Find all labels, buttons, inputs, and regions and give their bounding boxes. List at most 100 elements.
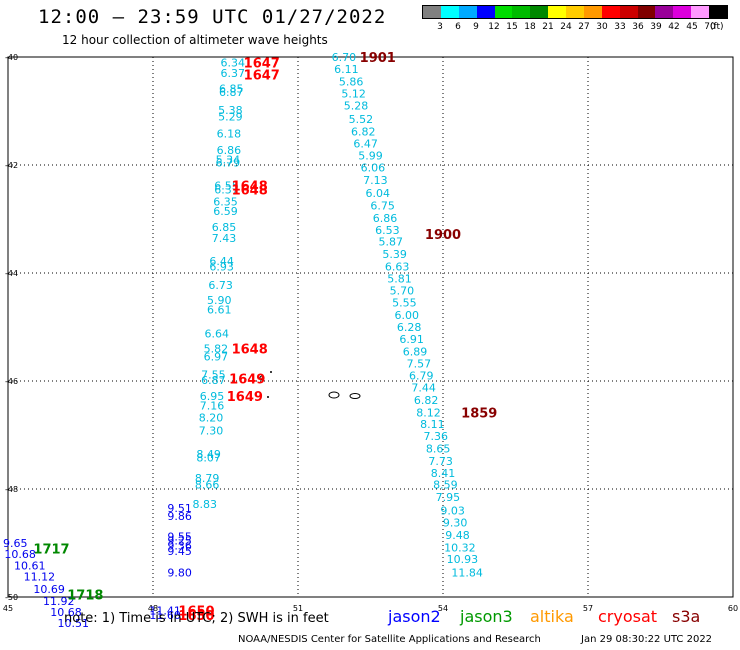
map-frame xyxy=(7,56,734,598)
swh-value-label: 7.57 xyxy=(407,358,432,371)
lat-tick-label: -44 xyxy=(5,269,18,278)
swh-value-label: 8.07 xyxy=(196,452,221,465)
swh-value-label: 6.85 xyxy=(219,82,244,95)
swh-value-label: 6.00 xyxy=(395,309,420,322)
time-label: 1648 xyxy=(232,180,268,195)
swh-value-label: 6.55 xyxy=(214,180,239,193)
swh-value-label: 8.41 xyxy=(431,467,456,480)
lat-tick-label: -46 xyxy=(5,377,18,386)
swh-value-label: 7.30 xyxy=(199,425,224,438)
legend-swatch xyxy=(512,6,531,18)
time-label: 1648 xyxy=(232,343,268,358)
swh-value-label: 6.04 xyxy=(366,187,391,200)
legend-swatch xyxy=(637,6,656,18)
swh-value-label: 10.32 xyxy=(444,541,476,554)
swh-value-label: 5.39 xyxy=(382,248,407,261)
page-title: 12:00 – 23:59 UTC 01/27/2022 xyxy=(38,6,387,28)
swh-value-label: 9.51 xyxy=(167,502,192,515)
legend-swatch xyxy=(673,6,692,18)
time-label: 1900 xyxy=(425,228,461,243)
swh-value-label: 7.43 xyxy=(212,232,237,245)
swh-value-label: 5.90 xyxy=(207,294,232,307)
swh-value-label: 6.63 xyxy=(385,261,410,274)
swh-value-label: 8.59 xyxy=(433,479,458,492)
swh-value-label: 6.70 xyxy=(332,51,357,64)
satellite-altika: altika xyxy=(530,607,574,626)
time-label: 1717 xyxy=(33,542,69,557)
generated-timestamp: Jan 29 08:30:22 UTC 2022 xyxy=(581,634,713,645)
swh-value-label: 9.03 xyxy=(440,505,465,518)
swh-value-label: 7.13 xyxy=(363,174,388,187)
swh-value-label: 11.41 xyxy=(149,605,181,618)
page-subtitle: 12 hour collection of altimeter wave hei… xyxy=(62,33,328,47)
time-label: 1859 xyxy=(461,406,497,421)
time-label: 1650 xyxy=(178,605,214,620)
swh-value-label: 7.36 xyxy=(424,430,449,443)
swh-value-label: 9.65 xyxy=(3,537,28,550)
swh-value-label: 6.82 xyxy=(351,126,376,139)
time-label: 1648 xyxy=(232,183,268,198)
legend-swatch xyxy=(655,6,674,18)
swh-value-label: 5.70 xyxy=(390,284,415,297)
legend-label: 12 xyxy=(488,22,500,32)
lon-tick-label: 57 xyxy=(583,604,593,613)
island-shape xyxy=(259,375,265,381)
legend-swatch xyxy=(476,6,495,18)
time-label: 1718 xyxy=(67,588,103,603)
legend-swatch xyxy=(566,6,584,18)
swh-value-label: 7.55 xyxy=(201,369,226,382)
swh-value-label: 7.44 xyxy=(411,381,436,394)
swh-value-label: 8.66 xyxy=(195,479,220,492)
swh-value-label: 6.86 xyxy=(373,212,398,225)
lon-tick-label: 45 xyxy=(3,604,13,613)
island-shape xyxy=(349,393,361,399)
time-label: 1647 xyxy=(244,68,280,83)
lon-tick-label: 60 xyxy=(728,604,738,613)
legend-unit: (ft) xyxy=(710,22,724,32)
swh-value-label: 8.65 xyxy=(426,443,451,456)
satellite-cryosat: cryosat xyxy=(598,607,658,626)
swh-value-label: 6.89 xyxy=(403,345,428,358)
map-grid xyxy=(7,56,734,598)
swh-value-label: 5.34 xyxy=(216,154,241,167)
swh-value-label: 5.82 xyxy=(204,343,229,356)
swh-value-label: 6.97 xyxy=(204,351,229,364)
swh-value-label: 6.85 xyxy=(212,221,237,234)
time-label: 1650 xyxy=(178,609,214,624)
legend-swatch xyxy=(548,6,566,18)
swh-value-label: 5.87 xyxy=(379,236,404,249)
lat-tick-label: -50 xyxy=(5,593,18,602)
axis-labels: 45 48 51 54 57 60 -40 -42 -44 -46 -48 -50 xyxy=(3,53,738,613)
swh-value-label: 6.18 xyxy=(217,128,242,141)
swh-value-label: 5.86 xyxy=(339,75,364,88)
swh-value-label: 9.86 xyxy=(167,510,192,523)
swh-value-label: 8.20 xyxy=(199,412,224,425)
swh-value-label: 5.28 xyxy=(344,100,369,113)
swh-value-label: 10.93 xyxy=(447,553,479,566)
lon-tick-label: 54 xyxy=(438,604,448,613)
legend-label: 6 xyxy=(455,22,461,32)
swh-value-label: 9.25 xyxy=(167,534,192,547)
swh-value-label: 6.34 xyxy=(221,56,246,69)
swh-value-label: 6.37 xyxy=(214,183,239,196)
swh-value-label: 6.44 xyxy=(209,255,234,268)
time-labels: 1647164719011648164819001648164916491859… xyxy=(33,51,497,624)
legend-swatch xyxy=(691,6,709,18)
legend-label: 36 xyxy=(632,22,644,32)
satellite-jason2: jason2 xyxy=(388,607,441,626)
swh-value-label: 9.55 xyxy=(167,531,192,544)
swh-value-label: 6.95 xyxy=(200,390,225,403)
swh-value-label: 6.37 xyxy=(221,67,246,80)
swh-value-label: 7.95 xyxy=(436,491,461,504)
legend-label: 18 xyxy=(524,22,536,32)
island-shape xyxy=(267,396,269,398)
legend-label: 33 xyxy=(614,22,626,32)
swh-value-label: 8.11 xyxy=(420,418,445,431)
legend-label: 30 xyxy=(596,22,608,32)
swh-value-label: 10.68 xyxy=(50,606,82,619)
legend-swatches xyxy=(422,5,728,19)
legend-swatch xyxy=(494,6,513,18)
swh-value-label: 6.73 xyxy=(208,279,233,292)
swh-value-label: 6.86 xyxy=(217,144,242,157)
